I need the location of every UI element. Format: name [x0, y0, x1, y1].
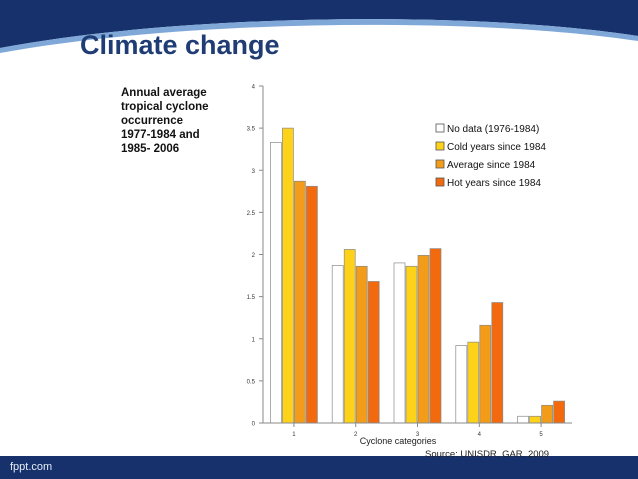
bar: [455, 345, 468, 424]
bar: [331, 265, 344, 424]
y-tick-label: 2: [252, 253, 256, 259]
bar: [294, 180, 306, 424]
bar: [541, 404, 553, 424]
bar: [405, 265, 418, 424]
x-tick-label: 2: [354, 432, 358, 438]
bar: [367, 281, 380, 424]
y-tick-label: 3: [252, 169, 256, 175]
slide-title: Climate change: [80, 30, 280, 60]
y-tick-label: 0.5: [247, 379, 256, 385]
bar: [393, 262, 406, 424]
bar: [270, 142, 282, 424]
bar: [553, 400, 565, 424]
bar: [467, 341, 480, 424]
legend-swatch: [435, 159, 445, 169]
bar: [491, 302, 504, 424]
legend-swatch: [435, 177, 445, 187]
bar: [479, 324, 492, 424]
bar: [517, 415, 529, 424]
y-tick-label: 2.5: [247, 211, 256, 217]
legend-swatch: [435, 123, 445, 133]
legend-swatch: [435, 141, 445, 151]
legend-label: Hot years since 1984: [447, 178, 541, 189]
bar: [429, 248, 442, 424]
y-tick-label: 1.5: [247, 295, 256, 301]
header-band: [0, 0, 638, 48]
footer-brand: fppt.com: [10, 461, 53, 473]
bar: [343, 249, 356, 424]
x-axis-label: Cyclone categories: [360, 436, 437, 446]
footer-band: [0, 456, 638, 479]
y-tick-label: 0: [252, 422, 256, 428]
y-tick-label: 1: [252, 337, 256, 343]
x-tick-label: 1: [292, 432, 296, 438]
x-tick-label: 4: [478, 432, 482, 438]
y-axis: 0 0.5 1 1.5 2 2.5 3 3.5 4: [247, 85, 264, 428]
y-tick-label: 3.5: [247, 127, 256, 133]
x-axis: 1 2 3 4 5: [263, 422, 572, 438]
x-tick-label: 3: [416, 432, 420, 438]
chart-description: Annual average tropical cyclone occurren…: [121, 87, 209, 155]
y-tick-label: 4: [252, 85, 256, 91]
bar: [306, 185, 318, 424]
bars: [270, 127, 565, 424]
bar: [355, 265, 368, 424]
legend-label: Cold years since 1984: [447, 142, 546, 153]
legend: No data (1976-1984) Cold years since 1984…: [435, 123, 546, 189]
legend-label: Average since 1984: [447, 160, 536, 171]
source-citation: Source: UNISDR, GAR, 2009: [425, 449, 550, 460]
x-tick-label: 5: [539, 432, 543, 438]
legend-label: No data (1976-1984): [447, 124, 539, 135]
header-accent-line: [0, 19, 638, 54]
bar: [417, 254, 430, 424]
bar: [282, 127, 294, 424]
bar: [529, 415, 541, 424]
